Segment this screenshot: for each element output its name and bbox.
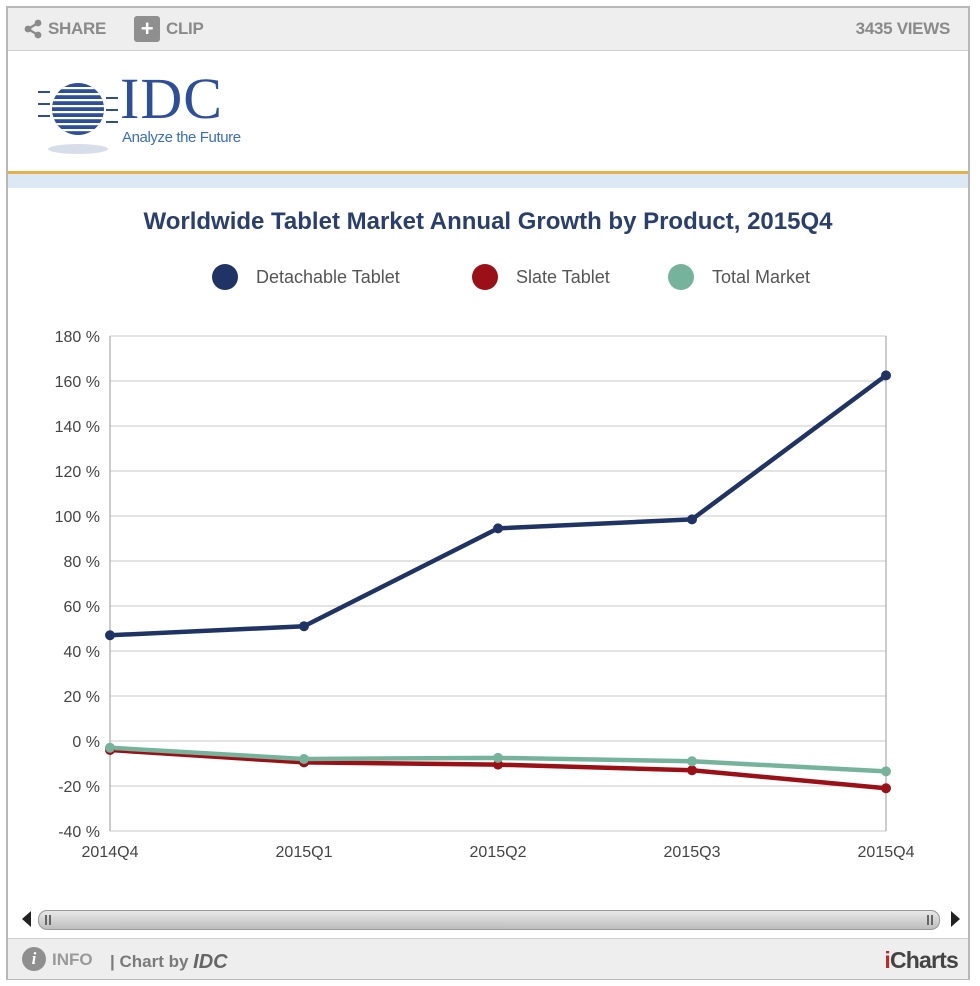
y-tick-label: -40 % [58, 824, 100, 841]
y-tick-label: 100 % [55, 509, 100, 526]
grip-icon [49, 915, 51, 925]
info-button[interactable]: INFO [52, 950, 93, 969]
horizontal-scrollbar[interactable] [16, 906, 960, 932]
data-point-detachable[interactable] [105, 630, 115, 641]
legend-dot-detachable [212, 264, 238, 290]
y-tick-label: 0 % [72, 734, 100, 751]
scroll-right-arrow-icon[interactable] [951, 911, 960, 927]
y-tick-label: 60 % [64, 599, 100, 616]
idc-globe-icon [38, 83, 118, 154]
y-tick-label: 120 % [55, 464, 100, 481]
share-label: SHARE [48, 19, 107, 38]
y-tick-label: 180 % [55, 329, 100, 346]
x-tick-label: 2015Q1 [276, 844, 333, 861]
data-point-total[interactable] [881, 766, 891, 777]
y-tick-label: 40 % [64, 644, 100, 661]
line-chart: -40 % -20 % 0 % 20 % 40 % 60 % 80 % 100 % 120 % 1… [55, 329, 915, 861]
data-point-detachable[interactable] [493, 523, 503, 534]
data-point-detachable[interactable] [299, 621, 309, 632]
series-lines [107, 373, 889, 791]
info-icon[interactable]: i [22, 947, 46, 971]
idc-tagline: Analyze the Future [122, 129, 241, 146]
idc-logo-text: IDC [120, 66, 223, 131]
grid-lines [109, 335, 887, 832]
clip-button[interactable]: + CLIP [134, 8, 204, 50]
legend-label-total: Total Market [712, 266, 811, 287]
legend-item-detachable[interactable]: Detachable Tablet [212, 263, 400, 291]
share-button[interactable]: SHARE [22, 8, 106, 50]
grip-icon [45, 915, 47, 925]
share-icon [24, 19, 42, 39]
x-tick-label: 2015Q4 [858, 844, 915, 861]
y-tick-label: 160 % [55, 374, 100, 391]
data-point-total[interactable] [105, 742, 115, 753]
y-tick-label: 80 % [64, 554, 100, 571]
logo-area: IDC Analyze the Future [8, 51, 968, 171]
chart-widget: SHARE + CLIP 3435 VIEWS [6, 6, 970, 980]
plus-icon: + [134, 16, 160, 42]
x-axis-ticks: 2014Q4 2015Q1 2015Q2 2015Q3 2015Q4 [82, 844, 915, 861]
clip-label: CLIP [166, 19, 204, 38]
y-tick-label: 140 % [55, 419, 100, 436]
data-point-slate[interactable] [687, 765, 697, 776]
top-toolbar: SHARE + CLIP 3435 VIEWS [8, 8, 968, 51]
data-point-detachable[interactable] [881, 370, 891, 381]
bottom-toolbar: i INFO | Chart by IDC iCharts [8, 938, 968, 979]
y-tick-label: -20 % [58, 779, 100, 796]
views-count: 3435 VIEWS [855, 19, 951, 38]
icharts-logo-rest: Charts [889, 947, 959, 973]
legend-dot-slate [472, 264, 498, 290]
series-line-detachable [107, 373, 889, 638]
chart-by-prefix: | Chart by [110, 952, 194, 971]
data-point-total[interactable] [493, 752, 503, 763]
icharts-logo[interactable]: iCharts [884, 947, 958, 974]
legend-item-total[interactable]: Total Market [668, 263, 810, 291]
legend-dot-total [668, 264, 694, 290]
x-tick-label: 2014Q4 [82, 844, 139, 861]
chart-by-brand: IDC [193, 951, 228, 973]
icharts-logo-i: i [884, 947, 890, 973]
legend-label-slate: Slate Tablet [516, 266, 610, 287]
scroll-left-arrow-icon[interactable] [22, 911, 31, 927]
scroll-thumb[interactable] [38, 910, 940, 930]
chart-title: Worldwide Tablet Market Annual Growth by… [143, 208, 833, 235]
chart-by-credit: | Chart by IDC [110, 950, 228, 973]
data-point-detachable[interactable] [687, 514, 697, 525]
x-tick-label: 2015Q2 [470, 844, 527, 861]
legend-label-detachable: Detachable Tablet [256, 266, 400, 287]
grip-icon [927, 915, 929, 925]
y-axis-ticks: -40 % -20 % 0 % 20 % 40 % 60 % 80 % 100 % 120 % 1… [55, 329, 100, 841]
divider-band [8, 174, 968, 188]
data-point-total[interactable] [299, 754, 309, 764]
divider-gold [8, 171, 968, 174]
x-tick-label: 2015Q3 [664, 844, 721, 861]
y-tick-label: 20 % [64, 689, 100, 706]
legend-item-slate[interactable]: Slate Tablet [472, 263, 610, 291]
series-points [105, 370, 891, 794]
data-point-slate[interactable] [881, 783, 891, 794]
grip-icon [931, 915, 933, 925]
data-point-total[interactable] [687, 756, 697, 767]
